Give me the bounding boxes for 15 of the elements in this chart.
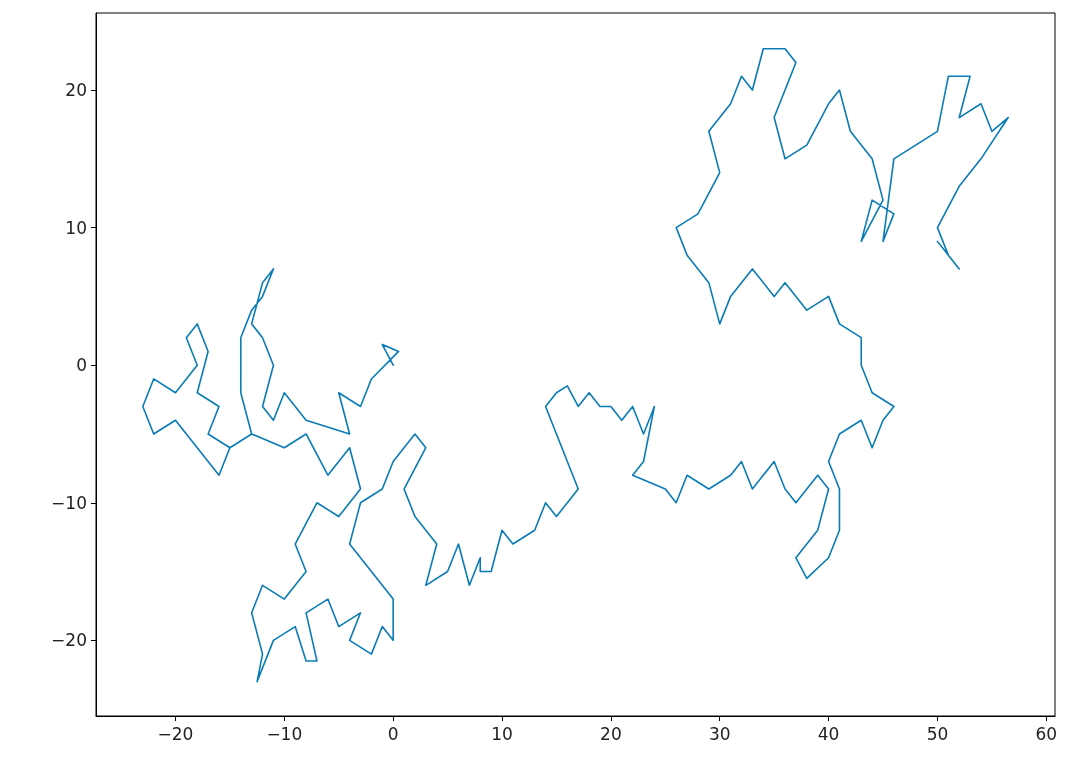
- x-tick-label: −10: [266, 723, 303, 744]
- y-tick-label: 10: [65, 217, 87, 238]
- y-tick-label: −20: [51, 630, 87, 651]
- x-tick-label: 60: [1035, 723, 1058, 744]
- x-tick-label: 50: [926, 723, 949, 744]
- y-tick-label: 0: [76, 355, 87, 376]
- y-tick-label: −10: [51, 492, 87, 513]
- line-series: [142, 47, 1009, 683]
- y-tick-label: 20: [65, 80, 87, 101]
- x-tick-label: 30: [708, 723, 731, 744]
- x-tick-label: 20: [600, 723, 622, 744]
- x-tick-label: 40: [817, 723, 840, 744]
- x-tick-label: −20: [157, 723, 194, 744]
- x-tick-label: 0: [387, 723, 399, 744]
- x-tick-label: 10: [491, 723, 513, 744]
